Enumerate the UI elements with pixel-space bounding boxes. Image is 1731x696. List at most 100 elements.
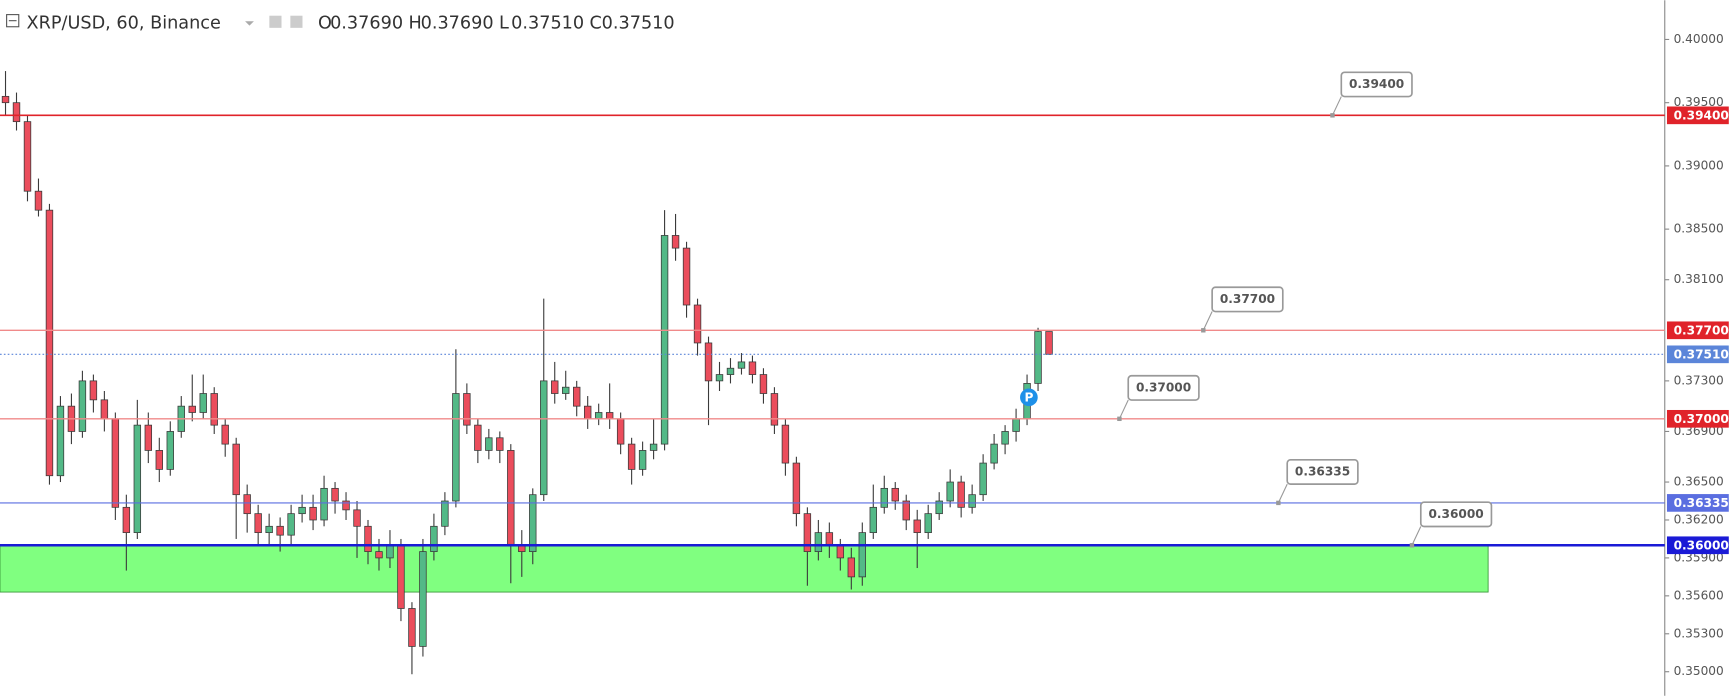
price-badge-label: 0.37000 bbox=[1674, 412, 1729, 426]
candle-body bbox=[1034, 331, 1042, 384]
candle-body bbox=[265, 525, 273, 534]
callout-pointer bbox=[1277, 483, 1288, 504]
candle-body bbox=[726, 367, 735, 375]
candle-body bbox=[638, 450, 647, 470]
candle-body bbox=[979, 462, 987, 496]
candle-body bbox=[583, 405, 592, 420]
candle-body bbox=[814, 532, 823, 552]
candle-body bbox=[781, 424, 790, 464]
ohlc-key: L bbox=[499, 13, 509, 33]
candle-body bbox=[605, 412, 614, 420]
candle-body bbox=[78, 380, 87, 432]
candle-body bbox=[858, 532, 866, 578]
candle-body bbox=[430, 525, 438, 552]
candle-body bbox=[880, 487, 888, 508]
price-badge-label: 0.39400 bbox=[1674, 108, 1729, 122]
y-tick-label: 0.39500 bbox=[1674, 95, 1724, 109]
callout-pointer bbox=[1118, 399, 1129, 420]
candle-body bbox=[671, 235, 680, 249]
candle-body bbox=[1, 95, 10, 104]
candle-body bbox=[935, 500, 943, 515]
candle-body bbox=[364, 525, 372, 552]
candle-body bbox=[594, 412, 603, 420]
y-tick-label: 0.37300 bbox=[1674, 373, 1724, 387]
ohlc-key: O bbox=[318, 13, 332, 33]
y-tick-label: 0.38500 bbox=[1674, 222, 1724, 236]
candle-body bbox=[309, 506, 317, 521]
candle-body bbox=[155, 450, 163, 470]
candle-body bbox=[45, 209, 54, 477]
candle-body bbox=[375, 551, 383, 559]
callout-anchor bbox=[1117, 416, 1122, 422]
candle-body bbox=[496, 437, 504, 451]
candle-body bbox=[551, 380, 559, 394]
candle-body bbox=[144, 424, 153, 451]
candle-body bbox=[452, 393, 460, 502]
candle-body bbox=[122, 506, 131, 534]
candle-body bbox=[891, 487, 899, 502]
candle-body bbox=[221, 424, 229, 445]
candle-body bbox=[682, 247, 691, 306]
y-tick-label: 0.35600 bbox=[1674, 588, 1724, 602]
candle-body bbox=[902, 500, 910, 521]
candle-body bbox=[990, 443, 998, 464]
candle-body bbox=[12, 102, 21, 123]
candle-body bbox=[133, 424, 142, 534]
price-badge bbox=[1666, 106, 1729, 125]
callout-box bbox=[1419, 501, 1493, 528]
candle-body bbox=[693, 304, 702, 344]
y-tick-label: 0.35000 bbox=[1674, 664, 1724, 678]
candle-body bbox=[660, 235, 669, 445]
price-badge bbox=[1666, 409, 1729, 428]
y-tick-label: 0.39000 bbox=[1674, 158, 1724, 172]
callout-box bbox=[1127, 374, 1200, 401]
y-tick-label: 0.40000 bbox=[1674, 32, 1724, 46]
ohlc-key: H bbox=[408, 13, 421, 33]
price-badge-label: 0.36335 bbox=[1674, 496, 1729, 510]
price-badge bbox=[1666, 494, 1729, 512]
candle-body bbox=[298, 506, 306, 515]
candle-body bbox=[276, 525, 284, 536]
callout-anchor bbox=[1330, 113, 1335, 118]
candle-body bbox=[562, 386, 570, 394]
support-zone bbox=[0, 544, 1489, 593]
candle-body bbox=[924, 513, 932, 534]
price-badge-label: 0.37700 bbox=[1674, 323, 1729, 337]
candle-body bbox=[792, 462, 801, 515]
candle-body bbox=[1045, 331, 1053, 355]
candle-body bbox=[737, 361, 746, 369]
callout-box bbox=[1211, 286, 1284, 313]
candle-body bbox=[869, 506, 877, 534]
candle-body bbox=[825, 532, 834, 546]
header-icons bbox=[6, 14, 303, 28]
candle-body bbox=[968, 494, 976, 508]
candle-body bbox=[199, 393, 207, 413]
callout-anchor bbox=[1409, 543, 1415, 548]
marker-circle bbox=[1020, 388, 1038, 407]
candle-body bbox=[748, 361, 757, 375]
callout-pointer bbox=[1202, 311, 1213, 331]
candle-body bbox=[704, 342, 713, 382]
marker-label: P bbox=[1024, 390, 1033, 404]
y-tick-label: 0.38100 bbox=[1674, 272, 1724, 286]
candle-body bbox=[188, 405, 196, 413]
symbol: XRP/USD, 60, Binance bbox=[26, 13, 220, 33]
candle-body bbox=[913, 519, 921, 534]
callout-label: 0.37700 bbox=[1220, 292, 1275, 306]
candle-body bbox=[649, 443, 658, 451]
candle-body bbox=[34, 190, 43, 211]
candle-body bbox=[946, 481, 954, 502]
callout-label: 0.36335 bbox=[1295, 464, 1350, 478]
candle-body bbox=[56, 405, 65, 477]
candle-body bbox=[419, 551, 427, 647]
callout-anchor bbox=[1276, 500, 1281, 506]
ohlc-key: C bbox=[590, 13, 602, 33]
candle-body bbox=[474, 424, 482, 451]
callout-pointer bbox=[1411, 526, 1422, 546]
candle-body bbox=[331, 487, 339, 502]
candle-body bbox=[89, 380, 98, 401]
candle-body bbox=[770, 393, 779, 426]
candle-body bbox=[836, 544, 845, 559]
candle-body bbox=[627, 443, 636, 470]
